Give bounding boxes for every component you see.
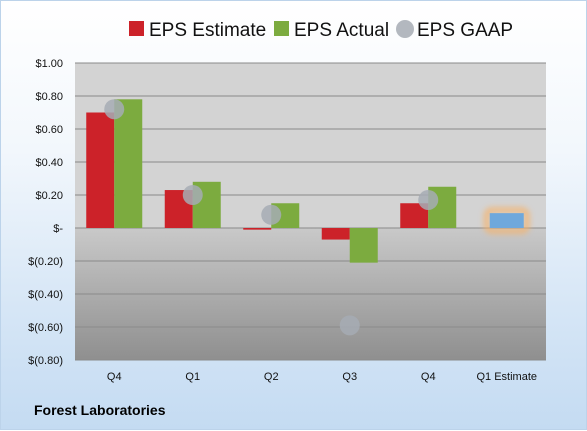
x-tick-label: Q2	[264, 371, 279, 383]
y-tick-label: $0.40	[35, 157, 63, 169]
legend-eps-estimate-swatch	[129, 21, 144, 36]
bar-eps-estimate	[321, 228, 350, 240]
point-eps-gaap	[182, 185, 203, 205]
y-tick-label: $0.20	[35, 190, 63, 202]
point-eps-gaap	[339, 315, 360, 336]
point-eps-gaap	[104, 99, 125, 120]
x-tick-label: Q1 Estimate	[476, 371, 537, 383]
y-tick-label: $(0.60)	[28, 322, 63, 334]
plot-background-positive	[75, 63, 546, 228]
legend-eps-gaap-swatch	[396, 20, 414, 38]
bar-eps-actual	[114, 99, 143, 228]
bar-eps-actual	[349, 228, 378, 263]
x-tick-label: Q4	[107, 371, 122, 383]
bar-eps-estimate	[86, 112, 115, 228]
bar-next-estimate	[489, 213, 524, 228]
y-tick-label: $(0.40)	[28, 289, 63, 301]
point-eps-gaap	[418, 189, 439, 210]
bar-eps-estimate	[243, 228, 272, 230]
point-eps-gaap	[261, 204, 282, 225]
y-tick-label: $(0.80)	[28, 355, 63, 367]
x-tick-label: Q3	[342, 371, 357, 383]
y-tick-label: $0.80	[35, 91, 63, 103]
y-tick-label: $-	[53, 223, 63, 235]
legend-eps-estimate-label: EPS Estimate	[149, 20, 266, 41]
x-tick-label: Q1	[185, 371, 200, 383]
y-tick-label: $0.60	[35, 124, 63, 136]
legend-eps-gaap-label: EPS GAAP	[417, 20, 513, 41]
company-name: Forest Laboratories	[34, 402, 166, 418]
legend-eps-actual-swatch	[274, 21, 289, 36]
legend-eps-actual-label: EPS Actual	[294, 20, 389, 41]
y-tick-label: $1.00	[35, 58, 63, 70]
x-tick-label: Q4	[421, 371, 436, 383]
y-tick-label: $(0.20)	[28, 256, 63, 268]
estimate-bar-glow	[483, 207, 530, 234]
